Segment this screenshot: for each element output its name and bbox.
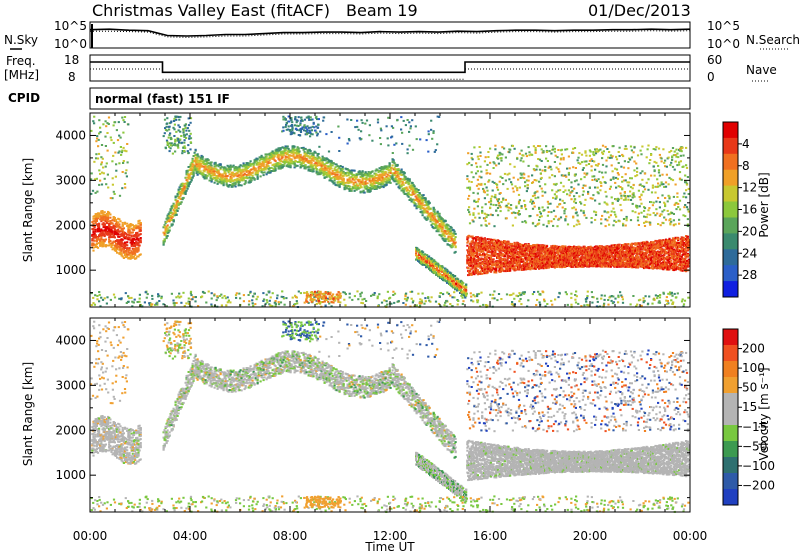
velocity-x-axis: 00:00 04:00 08:00 12:00 16:00 20:00 00:00 (73, 318, 708, 543)
cpid-label: CPID (8, 91, 40, 105)
colorbar-tick-label: 50 (742, 381, 757, 395)
power-panel: 1000 2000 3000 4000 Slant Range [km] (21, 112, 691, 308)
colorbar-tick-label: −50 (742, 439, 767, 453)
mhz-label: [MHz] (4, 68, 39, 82)
nave-ytick-bottom: 0 (707, 70, 715, 84)
colorbar-tick-label: 4 (742, 137, 750, 151)
freq-panel: Freq. [MHz] 18 8 60 0 Nave (4, 53, 777, 84)
colorbar-swatch (723, 185, 738, 202)
colorbar-swatch (723, 361, 738, 378)
noise-ytick-bottom: 10^0 (54, 37, 87, 51)
colorbar-tick-label: −15 (742, 420, 767, 434)
y-tick-label: 2000 (55, 218, 86, 232)
nsearch-label: N.Search (746, 33, 800, 47)
power-scatter-cells (90, 115, 690, 308)
velocity-panel: 00:00 04:00 08:00 12:00 16:00 20:00 00:00 1000… (21, 317, 708, 554)
noise-ytick-top: 10^5 (54, 19, 87, 33)
colorbar-tick-label: 100 (742, 361, 765, 375)
noise-right-ytick-top: 10^5 (707, 19, 740, 33)
colorbar-swatch (723, 249, 738, 266)
colorbar-tick-label: −200 (742, 478, 775, 492)
y-tick-label: 4000 (55, 128, 86, 142)
noise-sky-line (89, 28, 691, 37)
colorbar-swatch (723, 393, 738, 410)
nave-label: Nave (746, 63, 777, 77)
y-tick-label: 3000 (55, 378, 86, 392)
x-tick-label: 00:00 (673, 529, 708, 543)
colorbar-swatch (723, 169, 738, 187)
y-tick-label: 1000 (55, 468, 86, 482)
x-tick-label: 12:00 (373, 529, 408, 543)
y-tick-label: 2000 (55, 423, 86, 437)
colorbar-swatch (723, 409, 738, 426)
x-tick-label: 00:00 (73, 529, 108, 543)
noise-panel: N.Sky 10^5 10^0 10^5 10^0 N.Search (4, 19, 800, 51)
y-tick-label: 3000 (55, 173, 86, 187)
date-label: 01/Dec/2013 (588, 1, 691, 20)
colorbar-tick-label: 24 (742, 246, 757, 260)
noise-search-line (90, 30, 691, 38)
freq-ytick-top: 18 (64, 53, 79, 67)
colorbar-swatch (723, 137, 738, 155)
velocity-y-axis: 1000 2000 3000 4000 (55, 333, 690, 499)
velocity-scatter-cells (90, 320, 690, 513)
colorbar-swatch (723, 489, 738, 506)
nave-ytick-top: 60 (707, 53, 722, 67)
colorbar-swatch (723, 201, 738, 218)
x-tick-label: 16:00 (473, 529, 508, 543)
plot-title: Christmas Valley East (fitACF) (92, 1, 330, 20)
x-tick-label: 08:00 (273, 529, 308, 543)
colorbar-tick-label: 12 (742, 181, 757, 195)
colorbar-swatch (723, 329, 738, 346)
freq-label: Freq. (6, 54, 36, 68)
colorbar-swatch (723, 153, 738, 171)
power-ylabel: Slant Range [km] (21, 158, 35, 262)
colorbar-swatch (723, 345, 738, 362)
noise-right-ytick-bottom: 10^0 (707, 37, 740, 51)
colorbar-tick-label: 28 (742, 268, 757, 282)
y-tick-label: 4000 (55, 333, 86, 347)
velocity-colorbar-label: Velocity [m s⁻¹] (757, 367, 771, 460)
colorbar-swatch (723, 457, 738, 474)
colorbar-tick-label: 20 (742, 224, 757, 238)
colorbar-tick-label: 15 (742, 400, 757, 414)
colorbar-tick-label: 8 (742, 159, 750, 173)
power-colorbar-label: Power [dB] (757, 172, 771, 237)
colorbar-swatch (723, 425, 738, 442)
cpid-value: normal (fast) 151 IF (95, 92, 230, 106)
velocity-ylabel: Slant Range [km] (21, 362, 35, 466)
y-tick-label: 1000 (55, 263, 86, 277)
colorbar-tick-label: 200 (742, 342, 765, 356)
colorbar-tick-label: 16 (742, 203, 757, 217)
freq-ytick-bottom: 8 (68, 70, 76, 84)
colorbar-tick-label: −100 (742, 459, 775, 473)
colorbar-swatch (723, 217, 738, 234)
nave-line (90, 68, 690, 80)
colorbar-swatch (723, 265, 738, 282)
x-tick-label: 20:00 (573, 529, 608, 543)
power-x-axis (89, 113, 691, 307)
colorbar-swatch (723, 281, 738, 298)
power-colorbar: 4 8 12 16 20 24 28 Power [dB] (722, 121, 771, 298)
colorbar-swatch (723, 122, 738, 139)
beam-label: Beam 19 (346, 1, 418, 20)
colorbar-swatch (723, 473, 738, 490)
velocity-colorbar: 200 100 50 15 −15 −50 −100 −200 Velocity [m s⁻¹… (722, 328, 775, 506)
colorbar-swatch (723, 441, 738, 458)
colorbar-swatch (723, 377, 738, 394)
freq-step-line (90, 61, 690, 74)
nsky-label: N.Sky (4, 33, 38, 47)
colorbar-swatch (723, 233, 738, 250)
power-y-axis: 1000 2000 3000 4000 (55, 128, 690, 294)
x-tick-label: 04:00 (173, 529, 208, 543)
velocity-xlabel: Time UT (364, 540, 415, 554)
